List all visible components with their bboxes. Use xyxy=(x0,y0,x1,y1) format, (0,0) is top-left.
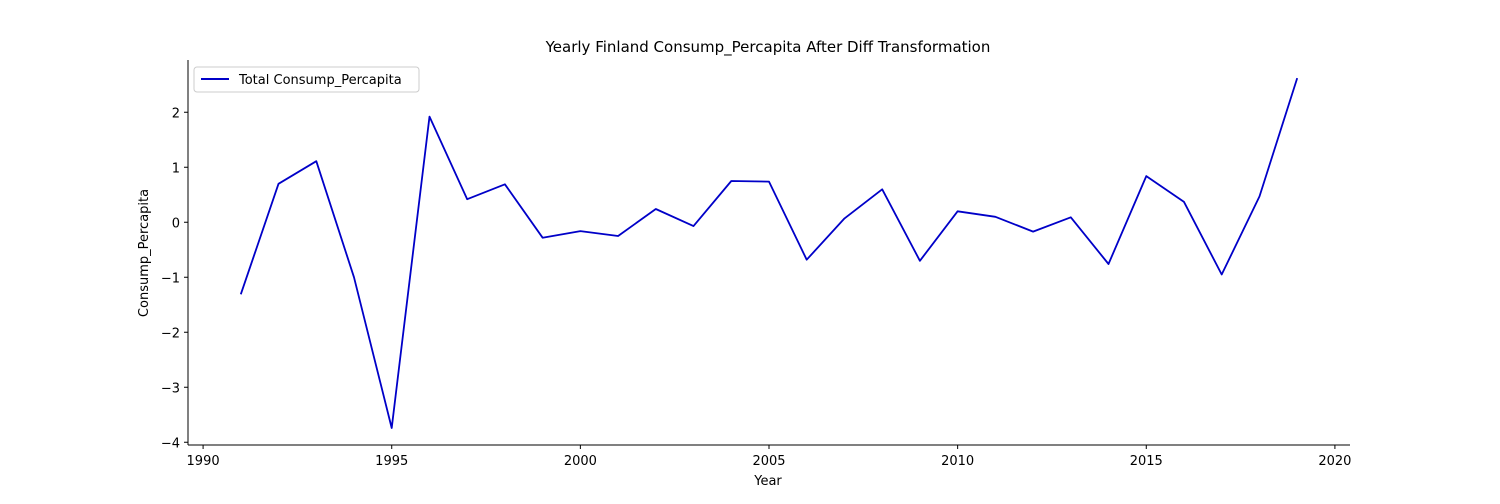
y-tick-label: −2 xyxy=(161,326,180,341)
x-tick-label: 2000 xyxy=(564,454,597,469)
legend: Total Consump_Percapita xyxy=(193,66,420,93)
y-tick-label: 1 xyxy=(172,161,180,176)
y-tick-label: −3 xyxy=(161,381,180,396)
x-tick-label: 2015 xyxy=(1130,454,1163,469)
x-tick-label: 1995 xyxy=(375,454,408,469)
y-tick-label: 0 xyxy=(172,216,180,231)
axes xyxy=(187,60,1350,446)
chart-title: Yearly Finland Consump_Percapita After D… xyxy=(545,38,991,57)
y-tick-label: −4 xyxy=(161,436,180,451)
plot-area xyxy=(239,77,1299,429)
series-line xyxy=(239,77,1299,429)
x-tick-label: 2020 xyxy=(1318,454,1351,469)
x-ticks: 1990 1995 2000 2005 2010 2015 2020 xyxy=(187,445,1351,469)
x-tick-label: 2005 xyxy=(752,454,785,469)
legend-box xyxy=(193,66,420,93)
x-axis-label: Year xyxy=(753,474,782,489)
legend-label: Total Consump_Percapita xyxy=(238,73,402,88)
x-tick-label: 1990 xyxy=(187,454,220,469)
x-tick-label: 2010 xyxy=(941,454,974,469)
y-tick-label: 2 xyxy=(172,106,180,121)
y-tick-label: −1 xyxy=(161,271,180,286)
y-ticks: −4 −3 −2 −1 0 1 2 xyxy=(161,106,188,451)
y-axis-label: Consump_Percapita xyxy=(137,189,152,317)
